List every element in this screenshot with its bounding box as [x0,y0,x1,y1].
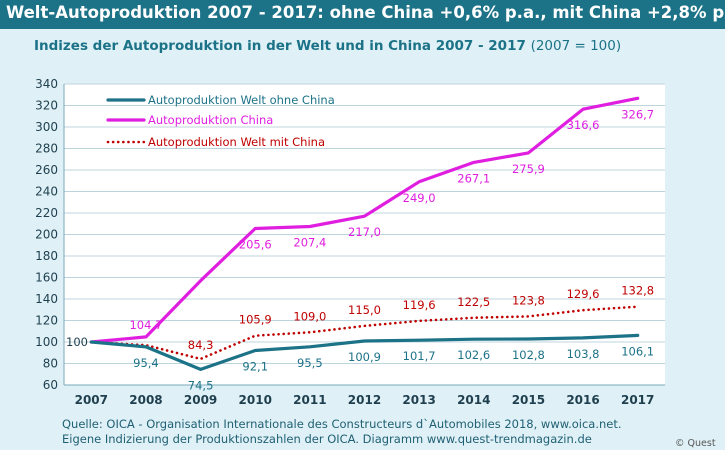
source-note: Quelle: OICA - Organisation Internationa… [62,417,622,447]
data-label: 106,1 [621,344,654,358]
x-tick-label: 2008 [129,393,162,407]
y-tick-label: 180 [35,249,58,263]
source-line-2: Eigene Indizierung der Produktionszahlen… [62,432,592,446]
x-tick-label: 2012 [348,393,381,407]
y-tick-label: 220 [35,206,58,220]
x-axis-ticks: 2007 2008 2009 2010 2011 2012 2013 2014 2015 2016… [75,393,655,407]
series-line [89,96,640,344]
data-label: 326,7 [621,107,654,121]
y-tick-label: 300 [35,120,58,134]
series-line [90,305,640,361]
x-tick-label: 2010 [239,393,272,407]
data-label: 100,9 [348,350,381,364]
legend: Autoproduktion Welt ohne China Autoproduk… [106,93,335,149]
title-bar: Welt-Autoproduktion 2007 - 2017: ohne Ch… [0,0,725,29]
data-label: 217,0 [348,225,381,239]
y-tick-label: 200 [35,228,58,242]
data-label: 115,0 [348,303,381,317]
data-label: 249,0 [403,191,436,205]
data-label: 205,6 [239,237,272,251]
subtitle-note: (2007 = 100) [530,38,622,54]
data-label: 119,6 [403,298,436,312]
series-line [89,333,640,371]
data-label: 109,0 [293,309,326,323]
data-label: 267,1 [457,171,490,185]
y-tick-label: 260 [35,163,58,177]
data-label: 103,8 [567,347,600,361]
x-tick-label: 2009 [184,393,217,407]
y-axis-ticks: 60 80 100 120 140 160 180 200 220 240 260 280 300 320… [35,77,58,392]
data-labels: 100 95,4 74,5 92,1 95,5 100,9 101,7 102,6 102,8 1… [66,107,654,392]
data-label: 102,8 [512,348,545,362]
chart-title: Welt-Autoproduktion 2007 - 2017: ohne Ch… [6,3,725,22]
data-label: 123,8 [512,293,545,307]
x-tick-label: 2007 [75,393,108,407]
data-label: 100 [66,335,88,349]
y-tick-label: 320 [35,99,58,113]
data-label: 122,5 [457,295,490,309]
data-label: 95,4 [133,356,159,370]
copyright: © Quest [675,438,716,449]
data-label: 84,3 [188,338,214,352]
y-tick-label: 280 [35,142,58,156]
data-label: 105,9 [239,313,272,327]
y-tick-label: 240 [35,185,58,199]
y-tick-label: 340 [35,77,58,91]
data-label: 316,6 [567,118,600,132]
data-label: 275,9 [512,162,545,176]
data-label: 102,6 [457,348,490,362]
data-label: 95,5 [297,356,323,370]
legend-label: Autoproduktion Welt mit China [148,135,325,149]
data-label: 104,7 [129,318,162,332]
y-tick-label: 160 [35,271,58,285]
x-tick-label: 2017 [621,393,654,407]
x-tick-label: 2016 [566,393,599,407]
y-tick-label: 140 [35,292,58,306]
data-label: 74,5 [188,378,214,392]
y-tick-label: 60 [43,378,58,392]
data-label: 129,6 [567,287,600,301]
source-line-1: Quelle: OICA - Organisation Internationa… [62,417,622,431]
y-tick-label: 80 [43,357,58,371]
chart-subtitle: Indizes der Autoproduktion in der Welt u… [34,38,621,54]
x-tick-label: 2014 [457,393,490,407]
y-tick-label: 120 [35,314,58,328]
data-label: 101,7 [403,349,436,363]
x-tick-label: 2013 [402,393,435,407]
legend-label: Autoproduktion China [148,113,273,127]
y-tick-label: 100 [35,335,58,349]
data-label: 92,1 [242,359,268,373]
x-tick-label: 2011 [293,393,326,407]
subtitle-text: Indizes der Autoproduktion in der Welt u… [34,38,526,54]
data-label: 132,8 [621,284,654,298]
data-label: 207,4 [293,236,326,250]
legend-label: Autoproduktion Welt ohne China [148,93,335,107]
x-tick-label: 2015 [512,393,545,407]
series-lines [89,96,640,371]
